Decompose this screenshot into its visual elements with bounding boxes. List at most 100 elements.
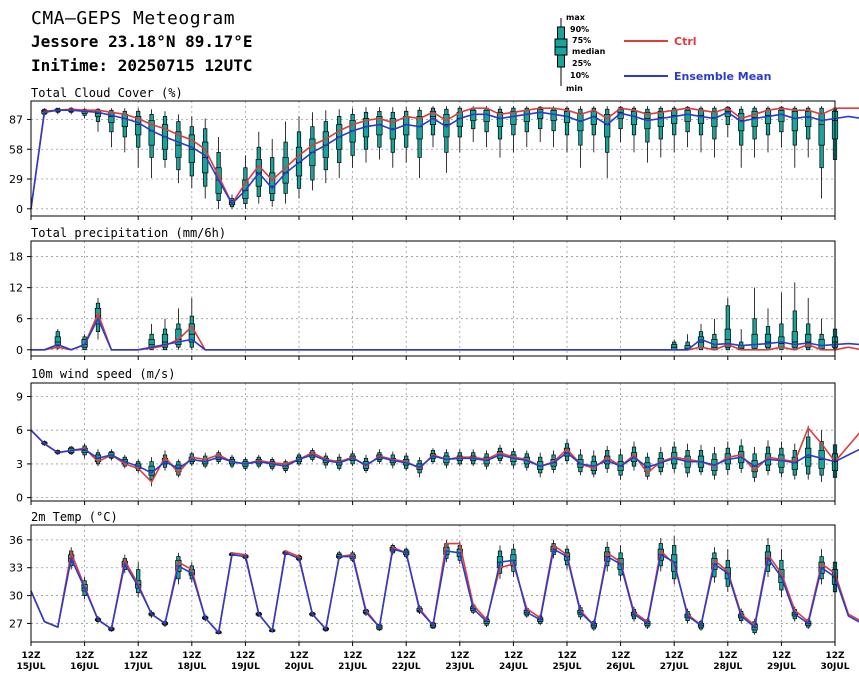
box-inner — [751, 333, 758, 349]
x-tick-label-date: 19JUL — [231, 662, 260, 672]
box-47 — [657, 106, 664, 158]
panel-frame — [30, 100, 836, 217]
mean-series-line — [31, 316, 859, 351]
box-outer — [725, 305, 730, 351]
box-inner — [108, 111, 115, 123]
box-52 — [724, 106, 731, 137]
y-tick-label: 36 — [9, 534, 23, 547]
box-57 — [791, 106, 798, 168]
location-label: Jessore 23.18°N 89.17°E — [31, 32, 253, 51]
box-6 — [108, 108, 115, 148]
box-55 — [764, 106, 772, 153]
box-2 — [54, 329, 61, 350]
x-tick-label-date: 29JUL — [767, 662, 796, 672]
box-25 — [362, 107, 370, 163]
y-tick-label: 0 — [16, 203, 23, 216]
box-39 — [550, 106, 557, 148]
panels: Total Cloud Cover (%) 0 29 58 87 Total precip… — [9, 86, 859, 646]
box-inner — [604, 113, 611, 138]
box-inner — [188, 323, 195, 343]
x-tick-label-date: 27JUL — [660, 662, 689, 672]
panel-title: Total Cloud Cover (%) — [31, 86, 183, 100]
box-37 — [523, 106, 530, 148]
box-23 — [336, 109, 343, 179]
panel-1: Total Cloud Cover (%) 0 29 58 87 — [9, 86, 859, 220]
y-tick-label: 58 — [9, 143, 23, 156]
x-tick-label-time: 12Z — [557, 651, 577, 661]
box-56 — [778, 106, 785, 148]
box-58 — [805, 106, 812, 158]
x-tick-label-time: 12Z — [450, 651, 470, 661]
box-31 — [443, 106, 450, 173]
panel-3: 10m wind speed (m/s) 0 3 6 9 — [16, 367, 859, 505]
box-50 — [697, 323, 705, 351]
x-tick-label-date: 26JUL — [606, 662, 635, 672]
legend-label-max: max — [566, 13, 586, 22]
x-tick-label-date: 17JUL — [124, 662, 153, 672]
legend-mean-label: Ensemble Mean — [674, 70, 771, 83]
box-26 — [376, 107, 383, 160]
legend-ctrl-label: Ctrl — [674, 35, 697, 48]
panel-frame — [30, 240, 836, 357]
box-57 — [791, 282, 798, 351]
box-12 — [188, 116, 195, 189]
box-34 — [483, 106, 490, 148]
box-inner — [135, 116, 142, 136]
box-52 — [724, 297, 731, 351]
box-inner — [295, 146, 303, 177]
x-tick-label-time: 12Z — [665, 651, 685, 661]
box-12 — [188, 297, 195, 350]
x-tick-label-time: 12Z — [236, 651, 256, 661]
x-tick-label-time: 12Z — [611, 651, 631, 661]
legend-label-min: min — [566, 84, 583, 93]
panel-title: 2m Temp (°C) — [31, 510, 118, 524]
mean-series-line — [30, 547, 859, 635]
box-11 — [175, 308, 182, 350]
x-tick-label-time: 12Z — [343, 651, 363, 661]
box-24 — [349, 108, 356, 168]
box-40 — [563, 106, 571, 153]
box-51 — [711, 106, 718, 158]
box-9 — [148, 109, 155, 179]
x-tick-label-date: 15JUL — [17, 662, 46, 672]
panel-title: Total precipitation (mm/6h) — [31, 226, 226, 240]
box-inner — [818, 112, 825, 146]
panel-title: 10m wind speed (m/s) — [31, 367, 176, 381]
box-inner — [791, 331, 798, 348]
x-tick-label-date: 16JUL — [70, 662, 99, 672]
box-33 — [470, 106, 477, 143]
box-36 — [510, 106, 517, 153]
x-tick-label-time: 12Z — [772, 651, 792, 661]
box-28 — [403, 107, 410, 163]
legend-label-25: 25% — [572, 59, 591, 68]
box-10 — [161, 111, 169, 168]
x-tick-label-time: 12Z — [182, 651, 202, 661]
title-block: CMA—GEPS Meteogram Jessore 23.18°N 89.17… — [31, 8, 253, 78]
legend-label-90: 90% — [570, 25, 589, 34]
x-tick-label-date: 18JUL — [177, 662, 206, 672]
box-54 — [751, 287, 758, 351]
legend-label-75: 75% — [572, 36, 591, 45]
box-48 — [671, 339, 678, 351]
box-inner — [416, 116, 423, 140]
box-inner — [121, 113, 128, 128]
legend-label-median: median — [572, 47, 606, 56]
box-inner — [510, 110, 517, 125]
panel-4: 2m Temp (°C) 27 30 33 36 — [9, 510, 859, 646]
box-inner — [523, 109, 530, 122]
x-tick-label-time: 12Z — [129, 651, 149, 661]
box-inner — [269, 172, 276, 194]
y-tick-label: 30 — [9, 590, 23, 603]
legend-box-glyph — [554, 18, 568, 86]
x-tick-label-time: 12Z — [504, 651, 524, 661]
x-tick-label-time: 12Z — [825, 651, 845, 661]
panel-2: Total precipitation (mm/6h) 0 6 12 18 — [9, 226, 859, 360]
legend: max 90% 75% median 25% 10% min Ctrl Ense… — [554, 13, 771, 93]
x-tick-label-time: 12Z — [718, 651, 738, 661]
box-53 — [738, 106, 745, 168]
box-inner — [496, 111, 504, 128]
legend-label-10: 10% — [570, 71, 589, 80]
box-inner — [630, 110, 638, 125]
y-tick-label: 18 — [9, 251, 23, 264]
